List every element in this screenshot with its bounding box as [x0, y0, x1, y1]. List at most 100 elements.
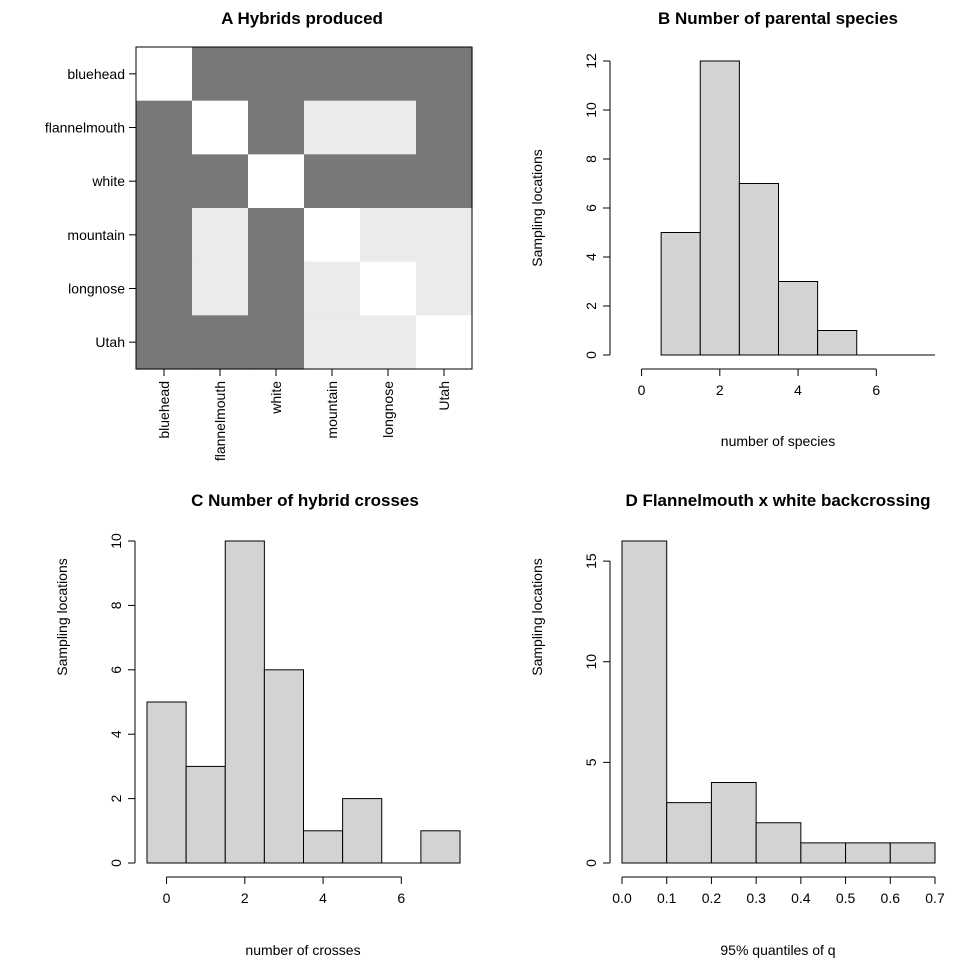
x-tick-label: 0.1: [657, 890, 677, 906]
heatmap-col-label: bluehead: [156, 381, 172, 439]
panel-d: D Flannelmouth x white backcrossing 0.0 0…: [529, 491, 945, 958]
heatmap-row-label: Utah: [95, 334, 125, 350]
x-tick-label: 6: [872, 382, 880, 398]
heatmap-cell: [248, 47, 305, 102]
heatmap-cell: [360, 208, 417, 263]
panel-c-title: C Number of hybrid crosses: [191, 491, 419, 510]
histogram-bar: [420, 830, 461, 864]
heatmap-cell: [192, 154, 249, 209]
heatmap-cell: [248, 208, 305, 263]
heatmap-cell: [248, 100, 305, 155]
histogram-bar: [800, 842, 847, 864]
panel-b-axes: 0 2 4 6 0 2 4 6 8 10 12: [583, 53, 880, 398]
heatmap-cell: [304, 261, 361, 316]
heatmap-cell: [136, 261, 193, 316]
heatmap-cell: [416, 315, 473, 370]
y-tick-label: 5: [583, 758, 599, 766]
panel-c: C Number of hybrid crosses 0 2 4 6 0 2 4 6 8 10 n…: [54, 491, 461, 958]
heatmap-row-label: bluehead: [67, 66, 125, 82]
heatmap-cell: [416, 100, 473, 155]
histogram-bar: [263, 669, 304, 864]
heatmap-cell: [248, 261, 305, 316]
heatmap-row-labels: bluehead flannelmouth white mountain longnos…: [45, 66, 136, 350]
panel-b-xlabel: number of species: [721, 433, 835, 449]
x-tick-label: 4: [319, 890, 327, 906]
heatmap-cell: [304, 100, 361, 155]
y-tick-label: 10: [583, 102, 599, 118]
heatmap-cell: [192, 47, 249, 102]
panel-d-bars: [621, 540, 936, 864]
heatmap-cell: [192, 208, 249, 263]
y-tick-label: 4: [108, 730, 124, 738]
heatmap-cell: [416, 208, 473, 263]
x-tick-label: 0.2: [702, 890, 722, 906]
y-tick-label: 10: [108, 533, 124, 549]
heatmap-cell: [416, 47, 473, 102]
heatmap-cell: [136, 315, 193, 370]
histogram-bar: [738, 183, 779, 356]
heatmap-cell: [192, 315, 249, 370]
histogram-bar: [710, 782, 757, 864]
heatmap-col-label: Utah: [436, 381, 452, 411]
heatmap-cell: [192, 100, 249, 155]
x-tick-label: 2: [716, 382, 724, 398]
y-tick-label: 6: [108, 666, 124, 674]
heatmap-row-label: flannelmouth: [45, 120, 125, 136]
y-tick-label: 0: [108, 859, 124, 867]
x-tick-label: 6: [397, 890, 405, 906]
x-tick-label: 4: [794, 382, 802, 398]
x-tick-label: 0.6: [881, 890, 901, 906]
heatmap-cell: [304, 315, 361, 370]
heatmap-cell: [136, 100, 193, 155]
heatmap-cells: [136, 47, 473, 370]
heatmap-cell: [304, 47, 361, 102]
y-tick-label: 12: [583, 53, 599, 69]
panel-a-title: A Hybrids produced: [221, 9, 383, 28]
heatmap-cell: [416, 154, 473, 209]
y-tick-label: 0: [583, 351, 599, 359]
heatmap-cell: [248, 315, 305, 370]
heatmap-cell: [136, 208, 193, 263]
histogram-bar: [621, 540, 668, 864]
heatmap-cell: [360, 315, 417, 370]
heatmap-cell: [136, 47, 193, 102]
histogram-bar: [778, 281, 819, 356]
histogram-bar: [660, 232, 701, 356]
y-tick-label: 8: [108, 601, 124, 609]
histogram-bar: [303, 830, 344, 864]
y-tick-label: 8: [583, 155, 599, 163]
y-tick-label: 15: [583, 553, 599, 569]
panel-a: A Hybrids produced bluehead flannelmouth w…: [45, 9, 473, 461]
histogram-bar: [666, 802, 712, 864]
histogram-bar: [845, 842, 891, 864]
histogram-bar: [889, 842, 936, 864]
panel-d-xlabel: 95% quantiles of q: [720, 942, 835, 958]
panel-d-axes: 0.0 0.1 0.2 0.3 0.4 0.5 0.6 0.7 0 5 10 15: [583, 553, 945, 906]
histogram-bar: [342, 798, 383, 864]
heatmap-col-label: longnose: [380, 381, 396, 438]
panel-c-xlabel: number of crosses: [245, 942, 360, 958]
x-tick-label: 0.4: [791, 890, 811, 906]
x-tick-label: 0.5: [836, 890, 856, 906]
x-tick-label: 0: [638, 382, 646, 398]
panel-b: B Number of parental species 0 2 4 6 0 2 4 6 8 10…: [529, 9, 935, 449]
heatmap-row-label: mountain: [67, 227, 125, 243]
y-tick-label: 10: [583, 654, 599, 670]
heatmap-frame: [135, 46, 473, 370]
histogram-bar: [185, 765, 226, 864]
x-tick-label: 0.7: [925, 890, 945, 906]
histogram-bar: [146, 701, 187, 864]
y-tick-label: 0: [583, 859, 599, 867]
heatmap-cell: [304, 208, 361, 263]
histogram-bar: [755, 822, 802, 864]
heatmap-col-labels: bluehead flannelmouth white mountain longnos…: [156, 369, 452, 461]
panel-c-ylabel: Sampling locations: [54, 558, 70, 676]
heatmap-cell: [360, 47, 417, 102]
heatmap-cell: [192, 261, 249, 316]
heatmap-cell: [416, 261, 473, 316]
x-tick-label: 0: [163, 890, 171, 906]
heatmap-cell: [360, 154, 417, 209]
panel-b-bars: [660, 60, 935, 356]
y-tick-label: 2: [583, 302, 599, 310]
